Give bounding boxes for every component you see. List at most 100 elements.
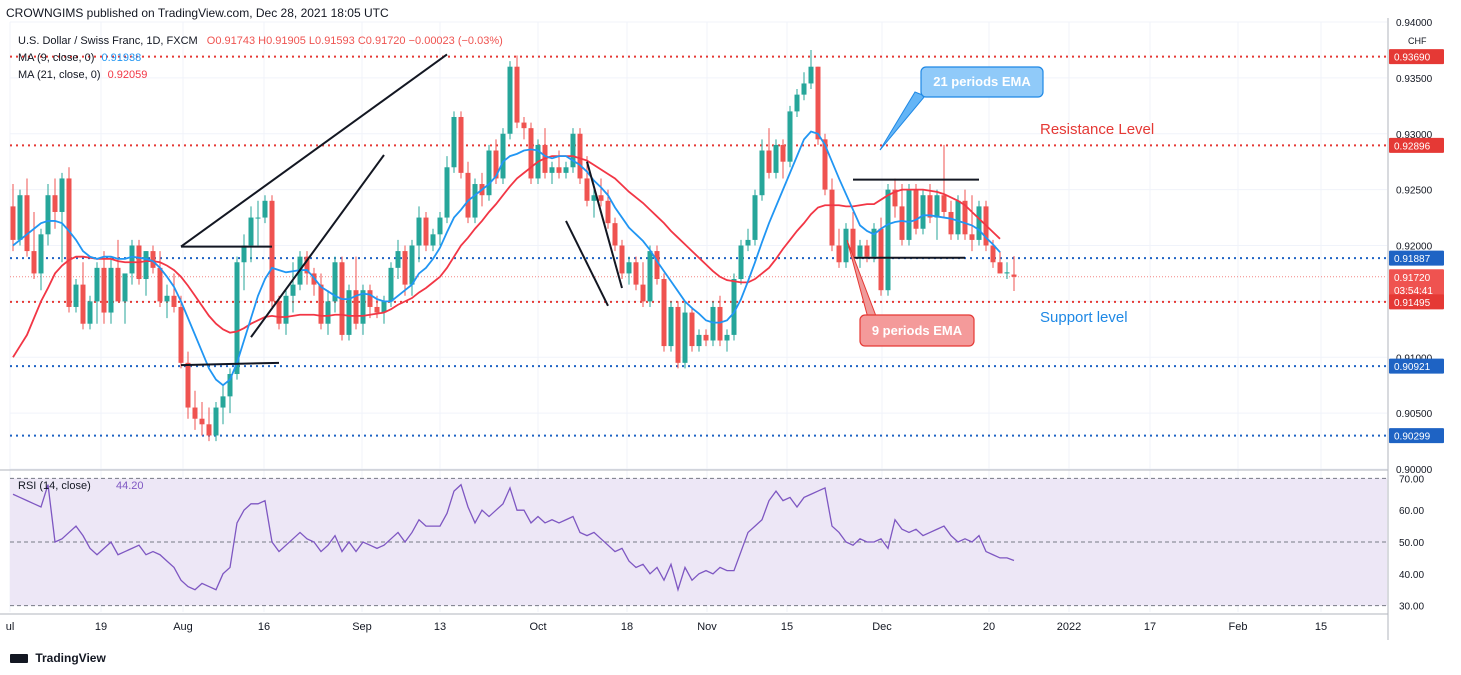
candle[interactable] — [241, 234, 247, 291]
tradingview-logo[interactable]: TradingView — [10, 651, 106, 665]
candle[interactable] — [724, 329, 730, 352]
candle[interactable] — [486, 144, 492, 201]
candle[interactable] — [738, 239, 744, 285]
candle[interactable] — [1004, 262, 1010, 280]
candle[interactable] — [689, 306, 695, 352]
candle[interactable] — [234, 256, 240, 380]
candle[interactable] — [668, 301, 674, 352]
trendline[interactable] — [180, 361, 280, 367]
candle[interactable] — [780, 139, 786, 179]
candle[interactable] — [122, 273, 128, 324]
candle[interactable] — [528, 122, 534, 185]
candle[interactable] — [752, 189, 758, 246]
candle[interactable] — [661, 273, 667, 352]
candle[interactable] — [829, 178, 835, 252]
candle[interactable] — [276, 295, 282, 330]
candle[interactable] — [80, 262, 86, 330]
candle[interactable] — [87, 295, 93, 330]
candle[interactable] — [759, 139, 765, 201]
candle[interactable] — [696, 329, 702, 352]
candle[interactable] — [171, 273, 177, 313]
candle[interactable] — [157, 251, 163, 307]
candle[interactable] — [269, 195, 275, 307]
candle[interactable] — [192, 390, 198, 430]
candle[interactable] — [437, 211, 443, 246]
candle[interactable] — [206, 407, 212, 442]
candle[interactable] — [332, 256, 338, 313]
candle[interactable] — [577, 128, 583, 185]
candle[interactable] — [227, 368, 233, 414]
candle[interactable] — [451, 111, 457, 173]
candle[interactable] — [262, 195, 268, 224]
candle[interactable] — [178, 295, 184, 369]
candle[interactable] — [423, 211, 429, 252]
candle[interactable] — [675, 301, 681, 369]
candle[interactable] — [430, 228, 436, 252]
candle[interactable] — [850, 211, 856, 263]
candle[interactable] — [283, 290, 289, 335]
candle[interactable] — [458, 111, 464, 179]
candle[interactable] — [654, 245, 660, 285]
candle[interactable] — [444, 156, 450, 224]
candle[interactable] — [10, 184, 16, 252]
candle[interactable] — [549, 161, 555, 185]
candle[interactable] — [976, 200, 982, 246]
candle[interactable] — [710, 301, 716, 347]
candle[interactable] — [66, 167, 72, 313]
candle[interactable] — [745, 228, 751, 252]
candle[interactable] — [402, 245, 408, 296]
candle[interactable] — [409, 239, 415, 296]
candle[interactable] — [682, 301, 688, 369]
ema9-callout-box[interactable] — [859, 314, 975, 347]
candle[interactable] — [885, 184, 891, 296]
candle[interactable] — [31, 211, 37, 280]
candle[interactable] — [836, 228, 842, 268]
ema21-callout-box[interactable] — [920, 66, 1044, 98]
candle[interactable] — [101, 251, 107, 324]
candle[interactable] — [94, 262, 100, 324]
candle[interactable] — [199, 401, 205, 436]
candle[interactable] — [941, 144, 947, 218]
candle[interactable] — [808, 49, 814, 90]
candle[interactable] — [115, 239, 121, 302]
candle[interactable] — [899, 184, 905, 246]
candle[interactable] — [1011, 256, 1017, 291]
candle[interactable] — [514, 55, 520, 129]
candle[interactable] — [598, 178, 604, 207]
candle[interactable] — [213, 401, 219, 442]
candle[interactable] — [164, 284, 170, 319]
candle[interactable] — [794, 89, 800, 117]
candle[interactable] — [17, 189, 23, 246]
candle[interactable] — [626, 256, 632, 285]
candle[interactable] — [997, 251, 1003, 274]
candle[interactable] — [969, 195, 975, 252]
candle[interactable] — [920, 189, 926, 235]
candle[interactable] — [325, 290, 331, 335]
candle[interactable] — [395, 239, 401, 280]
candle[interactable] — [766, 128, 772, 179]
candle[interactable] — [871, 223, 877, 263]
candle[interactable] — [38, 228, 44, 291]
candle[interactable] — [962, 189, 968, 240]
candle[interactable] — [346, 284, 352, 341]
candle[interactable] — [906, 184, 912, 246]
candle[interactable] — [619, 239, 625, 280]
candle[interactable] — [570, 128, 576, 173]
trendline[interactable] — [250, 154, 385, 338]
trendline[interactable] — [180, 53, 448, 248]
candle[interactable] — [73, 279, 79, 313]
candle[interactable] — [843, 223, 849, 268]
candle[interactable] — [934, 189, 940, 240]
candle[interactable] — [318, 273, 324, 330]
ma21-legend[interactable]: MA (21, close, 0) 0.92059 — [18, 69, 147, 81]
candle[interactable] — [703, 329, 709, 347]
candle[interactable] — [255, 200, 261, 246]
candle[interactable] — [521, 116, 527, 140]
candle[interactable] — [500, 128, 506, 185]
candle[interactable] — [24, 178, 30, 257]
candle[interactable] — [773, 139, 779, 179]
candle[interactable] — [948, 200, 954, 240]
candle[interactable] — [878, 217, 884, 296]
trendline[interactable] — [586, 161, 623, 289]
